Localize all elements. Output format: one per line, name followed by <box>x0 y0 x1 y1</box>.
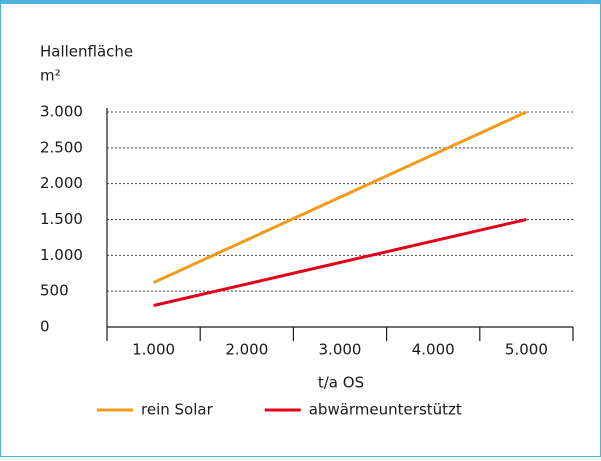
x-tick-label: 1.000 <box>132 341 175 359</box>
series-line <box>153 218 527 307</box>
x-tick-label: 3.000 <box>319 341 362 359</box>
legend-label: rein Solar <box>141 401 214 419</box>
series-line <box>152 110 528 284</box>
frame-top <box>0 0 601 4</box>
y-tick-label: 2.500 <box>40 138 83 156</box>
x-tick-label: 4.000 <box>412 341 455 359</box>
y-axis-unit: m² <box>40 67 61 85</box>
y-tick-label: 0 <box>40 318 50 336</box>
y-tick-label: 1.500 <box>40 210 83 228</box>
y-axis-label: Hallenfläche <box>40 43 133 61</box>
x-tick-label: 2.000 <box>225 341 268 359</box>
x-axis-label: t/a OS <box>318 374 364 392</box>
legend-label: abwärmeunterstützt <box>309 401 462 419</box>
y-tick-label: 1.000 <box>40 246 83 264</box>
y-tick-label: 2.000 <box>40 174 83 192</box>
y-tick-label: 3.000 <box>40 103 83 121</box>
y-tick-label: 500 <box>40 282 69 300</box>
x-tick-label: 5.000 <box>505 341 548 359</box>
